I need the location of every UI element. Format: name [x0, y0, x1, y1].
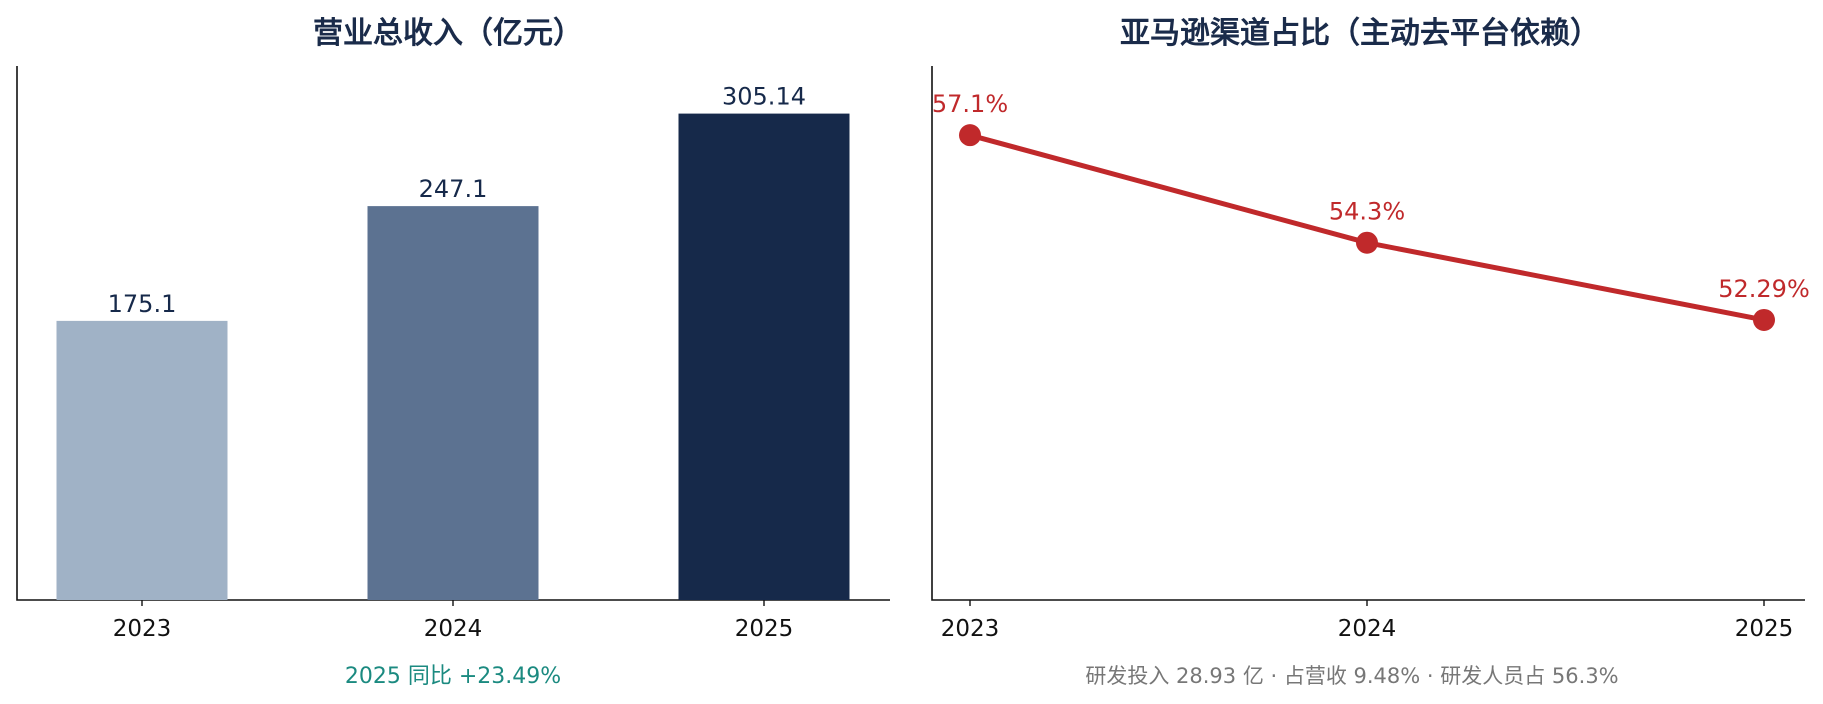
amazon-share-tick-label-2023: 2023 — [941, 616, 1000, 642]
amazon-share-line — [967, 132, 1767, 323]
amazon-share-series: 57.1% 54.3% 52.29% — [932, 90, 1810, 331]
revenue-bar-2024 — [367, 206, 539, 600]
amazon-share-tick-label-2024: 2024 — [1338, 616, 1397, 642]
amazon-share-chart-title: 亚马逊渠道占比（主动去平台依赖） — [1120, 16, 1600, 51]
amazon-share-value-label-2023: 57.1% — [932, 90, 1008, 118]
revenue-value-label-2025: 305.14 — [722, 83, 806, 111]
revenue-yoy-note: 2025 同比 +23.49% — [345, 664, 561, 689]
amazon-share-x-ticks: 2023 2024 2025 — [941, 600, 1794, 642]
revenue-value-label-2024: 247.1 — [419, 175, 488, 203]
revenue-tick-label-2023: 2023 — [113, 616, 172, 642]
revenue-bar-2025 — [678, 113, 850, 601]
amazon-share-point-2024 — [1356, 231, 1378, 254]
rnd-summary-note: 研发投入 28.93 亿 · 占营收 9.48% · 研发人员占 56.3% — [1085, 664, 1618, 688]
amazon-share-tick-label-2025: 2025 — [1735, 616, 1794, 642]
amazon-share-line-chart: 亚马逊渠道占比（主动去平台依赖） 57.1%54.3%52.29% 2023 20… — [931, 16, 1810, 688]
revenue-bars: 175.1 247.1 305.14 — [56, 83, 850, 601]
revenue-chart-axes — [16, 66, 890, 601]
amazon-share-value-label-2025: 52.29% — [1718, 275, 1810, 303]
amazon-share-value-label-2024: 54.3% — [1329, 198, 1405, 226]
revenue-bar-chart: 营业总收入（亿元） 175.1 247.1 305.14 2023 2024 2025 … — [16, 16, 890, 689]
revenue-value-label-2023: 175.1 — [108, 290, 177, 318]
amazon-share-point-2023 — [959, 124, 981, 147]
revenue-x-ticks: 2023 2024 2025 — [113, 600, 794, 642]
revenue-tick-label-2025: 2025 — [735, 616, 794, 642]
revenue-bar-2023 — [56, 320, 228, 600]
revenue-chart-title: 营业总收入（亿元） — [313, 16, 583, 51]
amazon-share-chart-axes — [931, 66, 1805, 601]
revenue-tick-label-2024: 2024 — [424, 616, 483, 642]
amazon-share-point-2025 — [1753, 308, 1775, 331]
